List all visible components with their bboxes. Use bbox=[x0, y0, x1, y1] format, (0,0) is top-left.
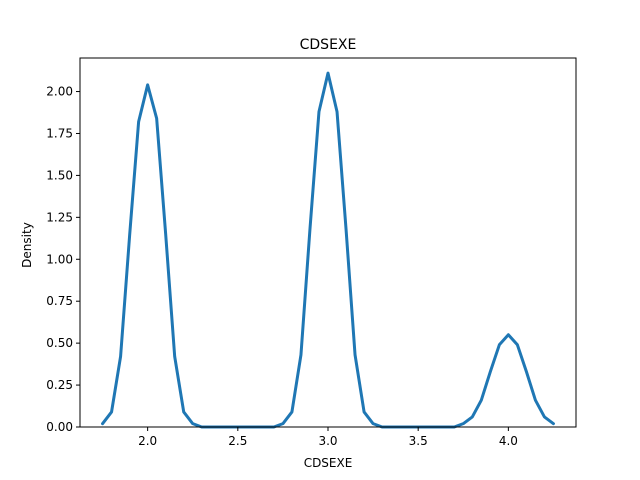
y-tick-label: 1.00 bbox=[46, 252, 73, 266]
y-tick-label: 0.25 bbox=[46, 378, 73, 392]
density-line-0 bbox=[101, 71, 555, 429]
x-axis-label: CDSEXE bbox=[304, 456, 353, 470]
chart-title: CDSEXE bbox=[300, 37, 357, 53]
x-tick-label: 2.5 bbox=[228, 434, 247, 448]
x-tick-label: 3.5 bbox=[409, 434, 428, 448]
plot-area bbox=[101, 71, 555, 429]
y-tick-label: 1.75 bbox=[46, 126, 73, 140]
y-tick-label: 1.25 bbox=[46, 210, 73, 224]
plot-frame bbox=[79, 57, 577, 428]
y-axis-label: Density bbox=[20, 222, 34, 268]
y-tick-label: 2.00 bbox=[46, 85, 73, 99]
y-tick-label: 0.00 bbox=[46, 420, 73, 434]
x-axis: 2.0 2.5 3.0 3.5 4.0 bbox=[138, 427, 518, 448]
y-tick-label: 0.75 bbox=[46, 294, 73, 308]
y-tick-label: 0.50 bbox=[46, 336, 73, 350]
x-tick-label: 4.0 bbox=[499, 434, 518, 448]
x-tick-label: 3.0 bbox=[318, 434, 337, 448]
y-axis: 0.00 0.25 0.50 0.75 1.00 1.25 1.50 1.75 2.00 bbox=[46, 85, 80, 434]
y-tick-label: 1.50 bbox=[46, 168, 73, 182]
x-tick-label: 2.0 bbox=[138, 434, 157, 448]
